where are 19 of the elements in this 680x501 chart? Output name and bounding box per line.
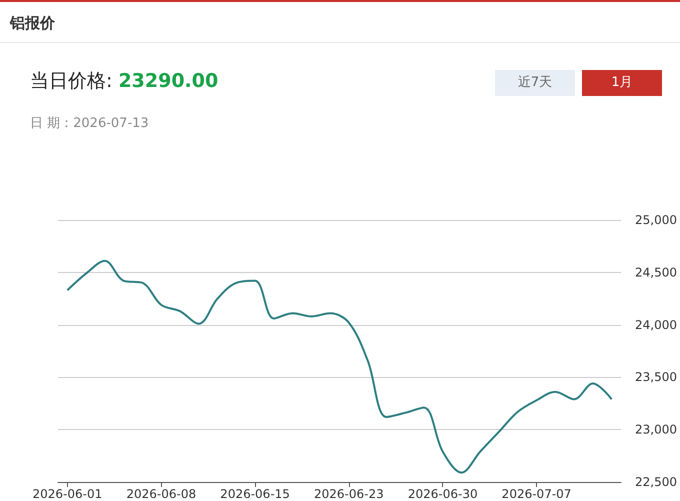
text: 当日价格: [30,70,112,92]
x-tick-label: 2026-06-30 [408,487,478,501]
text: 日 期：2026-07-13 [30,115,149,132]
line-series [66,260,613,474]
y-tick-label: 22,500 [635,475,678,489]
x-tick-label: 2026-06-23 [314,487,384,501]
text: 近7天 [495,70,575,96]
x-tick-label: 2026-06-01 [32,487,102,501]
text: 1月 [582,70,662,96]
y-tick-label: 23,500 [635,370,678,384]
x-tick-label: 2026-06-08 [126,487,196,501]
chart-title: 铝报价 [10,14,55,33]
text: 23290.00 [118,70,218,92]
x-tick-label: 2026-07-07 [502,487,572,501]
y-tick-label: 25,000 [635,213,678,227]
y-tick-label: 24,000 [635,318,678,332]
y-tick-label: 24,500 [635,265,678,280]
x-tick-label: 2026-06-15 [220,487,290,501]
y-tick-label: 23,000 [635,422,678,437]
